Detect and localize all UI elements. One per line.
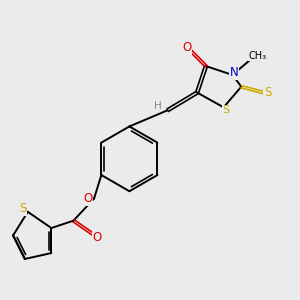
Text: O: O (83, 192, 92, 205)
Text: S: S (222, 105, 230, 115)
Text: S: S (264, 86, 272, 99)
Text: O: O (182, 41, 191, 54)
Text: H: H (154, 101, 162, 111)
Text: S: S (19, 202, 26, 215)
Text: CH₃: CH₃ (248, 51, 266, 61)
Text: N: N (230, 66, 238, 79)
Text: O: O (92, 231, 102, 244)
